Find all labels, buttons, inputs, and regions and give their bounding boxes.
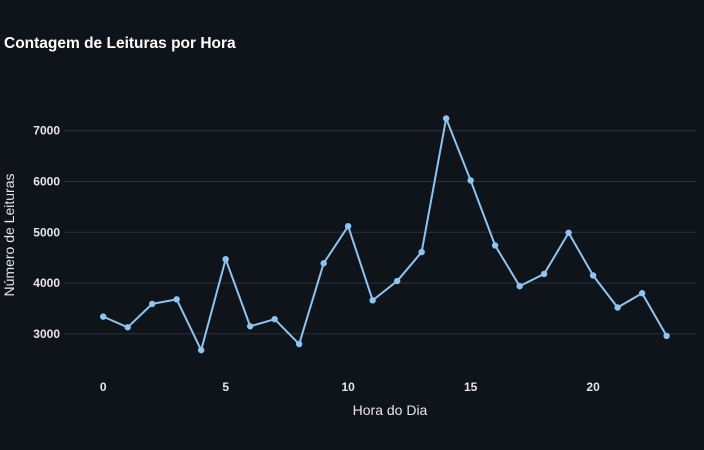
data-point[interactable] <box>148 300 156 308</box>
data-point[interactable] <box>614 304 621 311</box>
x-axis-title: Hora do Dia <box>353 402 428 418</box>
data-point[interactable] <box>246 323 254 330</box>
x-tick-label: 15 <box>464 380 478 394</box>
x-tick-label: 10 <box>341 380 355 394</box>
data-point[interactable] <box>516 282 523 290</box>
data-point[interactable] <box>491 242 499 249</box>
data-point[interactable] <box>540 270 548 278</box>
data-point[interactable] <box>369 297 376 304</box>
chart-title: Contagem de Leituras por Hora <box>4 35 236 52</box>
data-point[interactable] <box>393 277 401 285</box>
data-point[interactable] <box>467 177 474 184</box>
y-tick-label: 7000 <box>33 124 60 138</box>
data-point[interactable] <box>418 248 425 256</box>
data-point[interactable] <box>442 115 450 122</box>
data-point[interactable] <box>295 340 303 348</box>
grid-lines <box>64 130 696 335</box>
data-point[interactable] <box>344 222 352 230</box>
data-point[interactable] <box>99 313 107 320</box>
y-tick-label: 4000 <box>33 276 60 290</box>
data-point[interactable] <box>173 296 180 303</box>
data-point[interactable] <box>320 260 327 267</box>
y-axis-ticks: 3000 4000 5000 6000 7000 <box>33 124 60 341</box>
x-tick-label: 5 <box>222 380 229 394</box>
series-line <box>102 117 668 352</box>
data-point[interactable] <box>565 229 572 236</box>
data-point[interactable] <box>197 346 205 354</box>
data-point[interactable] <box>638 290 646 297</box>
y-tick-label: 6000 <box>33 174 60 188</box>
x-axis-ticks: 0 5 10 15 20 <box>100 380 600 394</box>
data-point[interactable] <box>124 324 131 331</box>
series-layer <box>99 115 670 354</box>
x-tick-label: 0 <box>100 380 107 394</box>
y-tick-label: 5000 <box>33 225 60 239</box>
data-point[interactable] <box>663 332 670 340</box>
data-point[interactable] <box>589 272 597 279</box>
x-tick-label: 20 <box>586 380 600 394</box>
data-point[interactable] <box>271 315 278 323</box>
y-axis-title: Número de Leituras <box>1 174 17 297</box>
data-point[interactable] <box>222 256 229 263</box>
y-tick-label: 3000 <box>33 327 60 341</box>
